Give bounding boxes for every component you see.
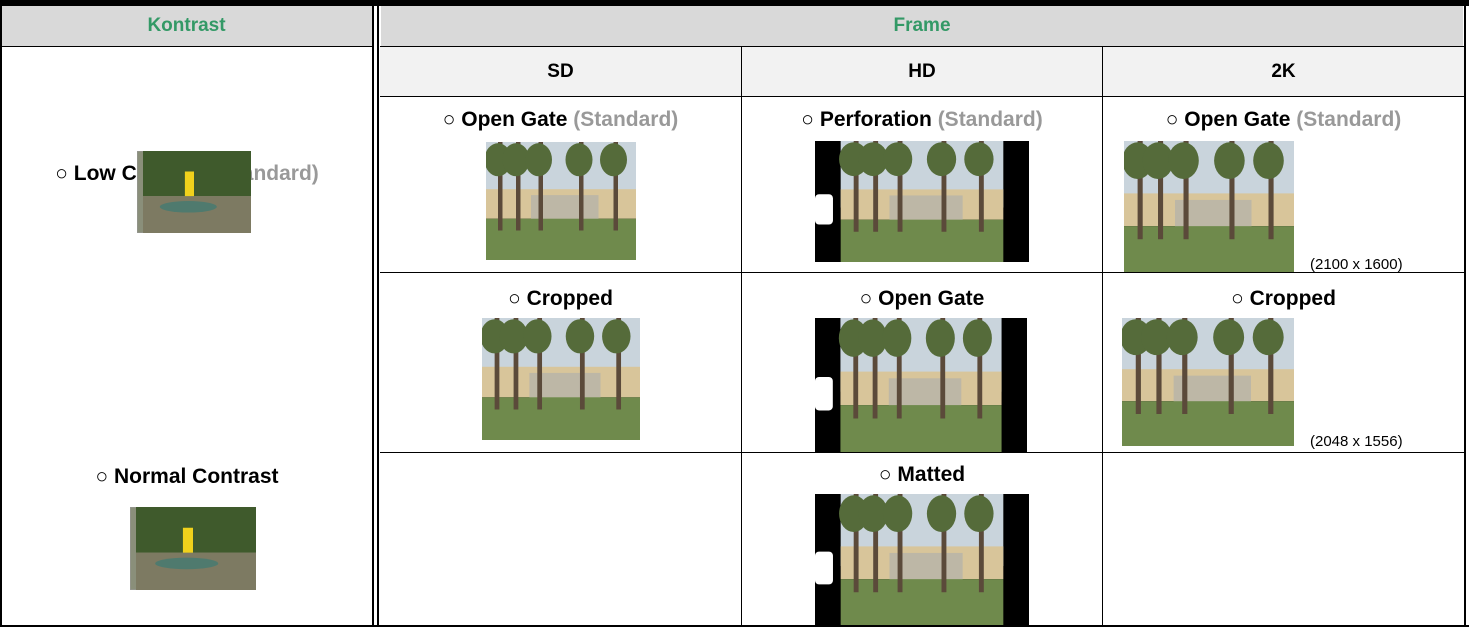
option-label: ○ Open Gate (Standard)	[1084, 108, 1469, 132]
column-header: HD	[742, 47, 1102, 96]
thumbnail	[815, 318, 1027, 452]
option-name: ○ Perforation	[801, 108, 932, 131]
option-label: ○ Perforation (Standard)	[722, 108, 1122, 132]
thumbnail	[815, 141, 1029, 262]
option-note: (Standard)	[937, 108, 1043, 131]
thumbnail	[1122, 318, 1294, 446]
rule	[0, 625, 1469, 627]
rule	[380, 272, 1464, 273]
option-name: ○ Open Gate	[1165, 108, 1291, 131]
resolution: (2100 x 1600)	[1310, 256, 1403, 273]
option-note: (Standard)	[573, 108, 679, 131]
resolution: (2048 x 1556)	[1310, 433, 1403, 450]
kontrast-header: Kontrast	[1, 6, 372, 46]
thumbnail	[815, 494, 1029, 625]
option-name: ○ Matted	[878, 463, 966, 486]
thumbnail	[130, 507, 256, 590]
column-header: 2K	[1103, 47, 1464, 96]
rule	[380, 46, 1464, 47]
rule	[1464, 0, 1466, 627]
option-name: ○ Open Gate	[859, 287, 985, 310]
option-label: ○ Cropped	[1084, 287, 1469, 311]
option-label: ○ Matted	[722, 463, 1122, 487]
option-label: ○ Normal Contrast	[0, 465, 387, 489]
option-name: ○ Normal Contrast	[95, 465, 279, 488]
rule	[380, 452, 1464, 453]
thumbnail	[1124, 141, 1294, 272]
option-name: ○ Open Gate	[442, 108, 568, 131]
option-label: ○ Open Gate	[722, 287, 1122, 311]
frame-header: Frame	[381, 6, 1463, 46]
option-name: ○ Cropped	[508, 287, 613, 310]
option-label: ○ Open Gate (Standard)	[361, 108, 761, 132]
option-note: (Standard)	[1296, 108, 1402, 131]
thumbnail	[486, 142, 636, 260]
thumbnail	[137, 151, 251, 233]
rule	[380, 96, 1464, 97]
column-header: SD	[380, 47, 741, 96]
rule	[1102, 46, 1103, 626]
thumbnail	[482, 318, 640, 440]
option-label: ○ Cropped	[361, 287, 761, 311]
rule	[0, 0, 2, 627]
rule	[372, 6, 374, 626]
top-border	[0, 0, 1469, 6]
rule	[377, 6, 379, 626]
rule	[2, 46, 372, 47]
rule	[741, 46, 742, 626]
option-name: ○ Cropped	[1231, 287, 1336, 310]
